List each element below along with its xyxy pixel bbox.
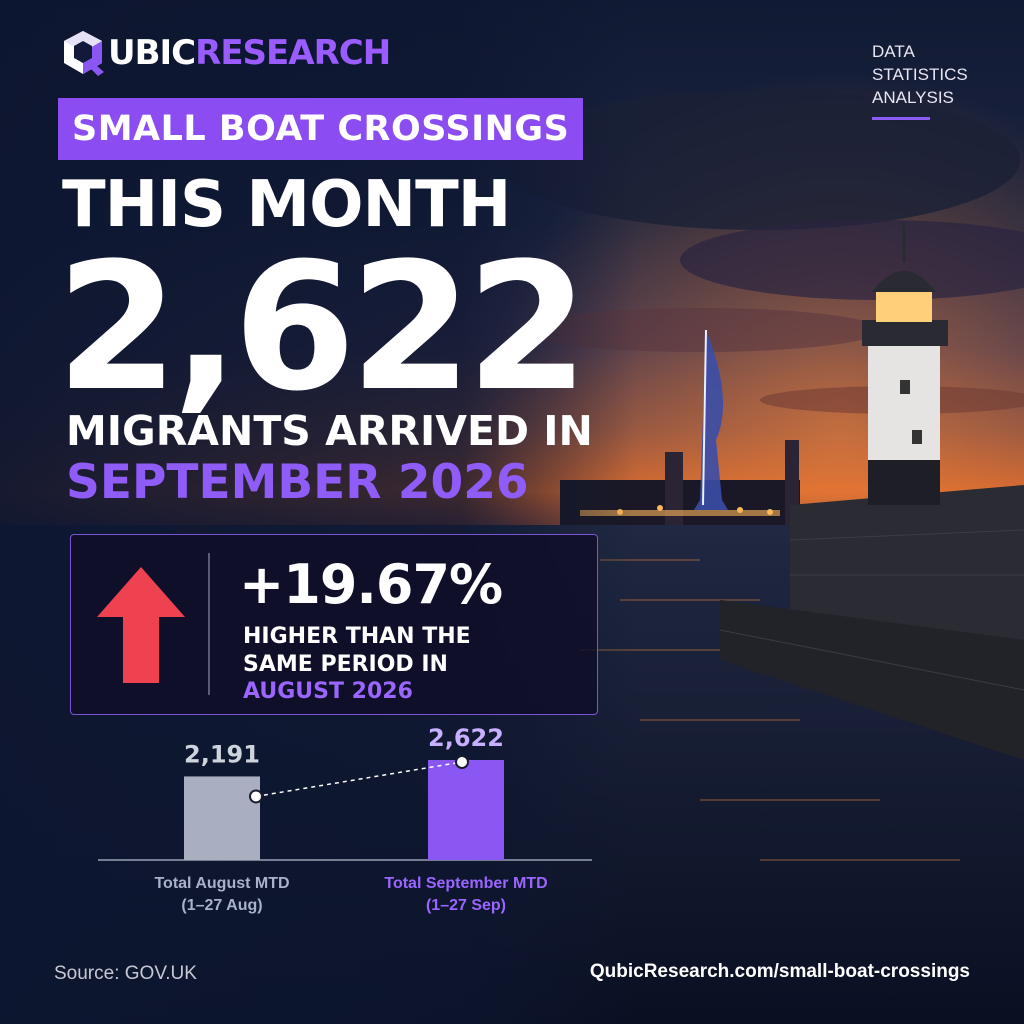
- tagline-line-3: ANALYSIS: [872, 88, 954, 107]
- brand-wordmark-bold: UBIC: [108, 33, 196, 73]
- tagline: DATA STATISTICS ANALYSIS: [872, 40, 982, 120]
- chart-value-label-2: 2,622: [428, 724, 504, 752]
- period-heading: THIS MONTH: [62, 168, 511, 242]
- chart-trend-line: [255, 761, 463, 798]
- brand-wordmark: UBICRESEARCH: [108, 33, 391, 73]
- chart-category-label-1-line-1: Total August MTD: [154, 875, 289, 892]
- chart-category-label-2-line-1: Total September MTD: [384, 875, 547, 892]
- headline-month-year: SEPTEMBER 2026: [66, 455, 529, 510]
- chart-value-label-1: 2,191: [184, 740, 260, 768]
- change-percent: +19.67%: [239, 553, 503, 616]
- chart-category-label-1-line-2: (1–27 Aug): [181, 897, 262, 914]
- chart-bar-1: [184, 776, 260, 860]
- headline-number: 2,622: [56, 225, 589, 430]
- tagline-line-2: STATISTICS: [872, 65, 968, 84]
- change-caption-line-2: SAME PERIOD IN: [243, 652, 448, 677]
- brand-logo: UBICRESEARCH: [60, 26, 391, 80]
- brand-wordmark-accent: RESEARCH: [195, 33, 391, 73]
- banner-text: SMALL BOAT CROSSINGS: [72, 109, 570, 149]
- tagline-underline: [872, 117, 930, 120]
- source-note: Source: GOV.UK: [54, 963, 197, 984]
- chart-bar-2: [428, 760, 504, 860]
- headline-subline: MIGRANTS ARRIVED IN: [66, 407, 593, 455]
- chart-point-1: [249, 789, 263, 804]
- headline-banner: SMALL BOAT CROSSINGS: [58, 98, 584, 160]
- change-card: +19.67% HIGHER THAN THE SAME PERIOD IN A…: [70, 534, 598, 715]
- website-link[interactable]: QubicResearch.com/small-boat-crossings: [589, 961, 970, 982]
- chart-category-label-2-line-2: (1–27 Sep): [426, 897, 506, 914]
- arrow-up-icon: [97, 567, 185, 683]
- tagline-line-1: DATA: [872, 42, 915, 61]
- change-caption-line-1: HIGHER THAN THE: [243, 624, 471, 649]
- card-divider: [208, 553, 210, 695]
- chart-point-2: [455, 755, 469, 769]
- change-caption-line-3: AUGUST 2026: [243, 679, 413, 704]
- comparison-bar-chart: 2,191 Total August MTD (1–27 Aug) 2,622 Tota…: [98, 724, 592, 914]
- qubic-cube-logo-icon: [64, 31, 104, 76]
